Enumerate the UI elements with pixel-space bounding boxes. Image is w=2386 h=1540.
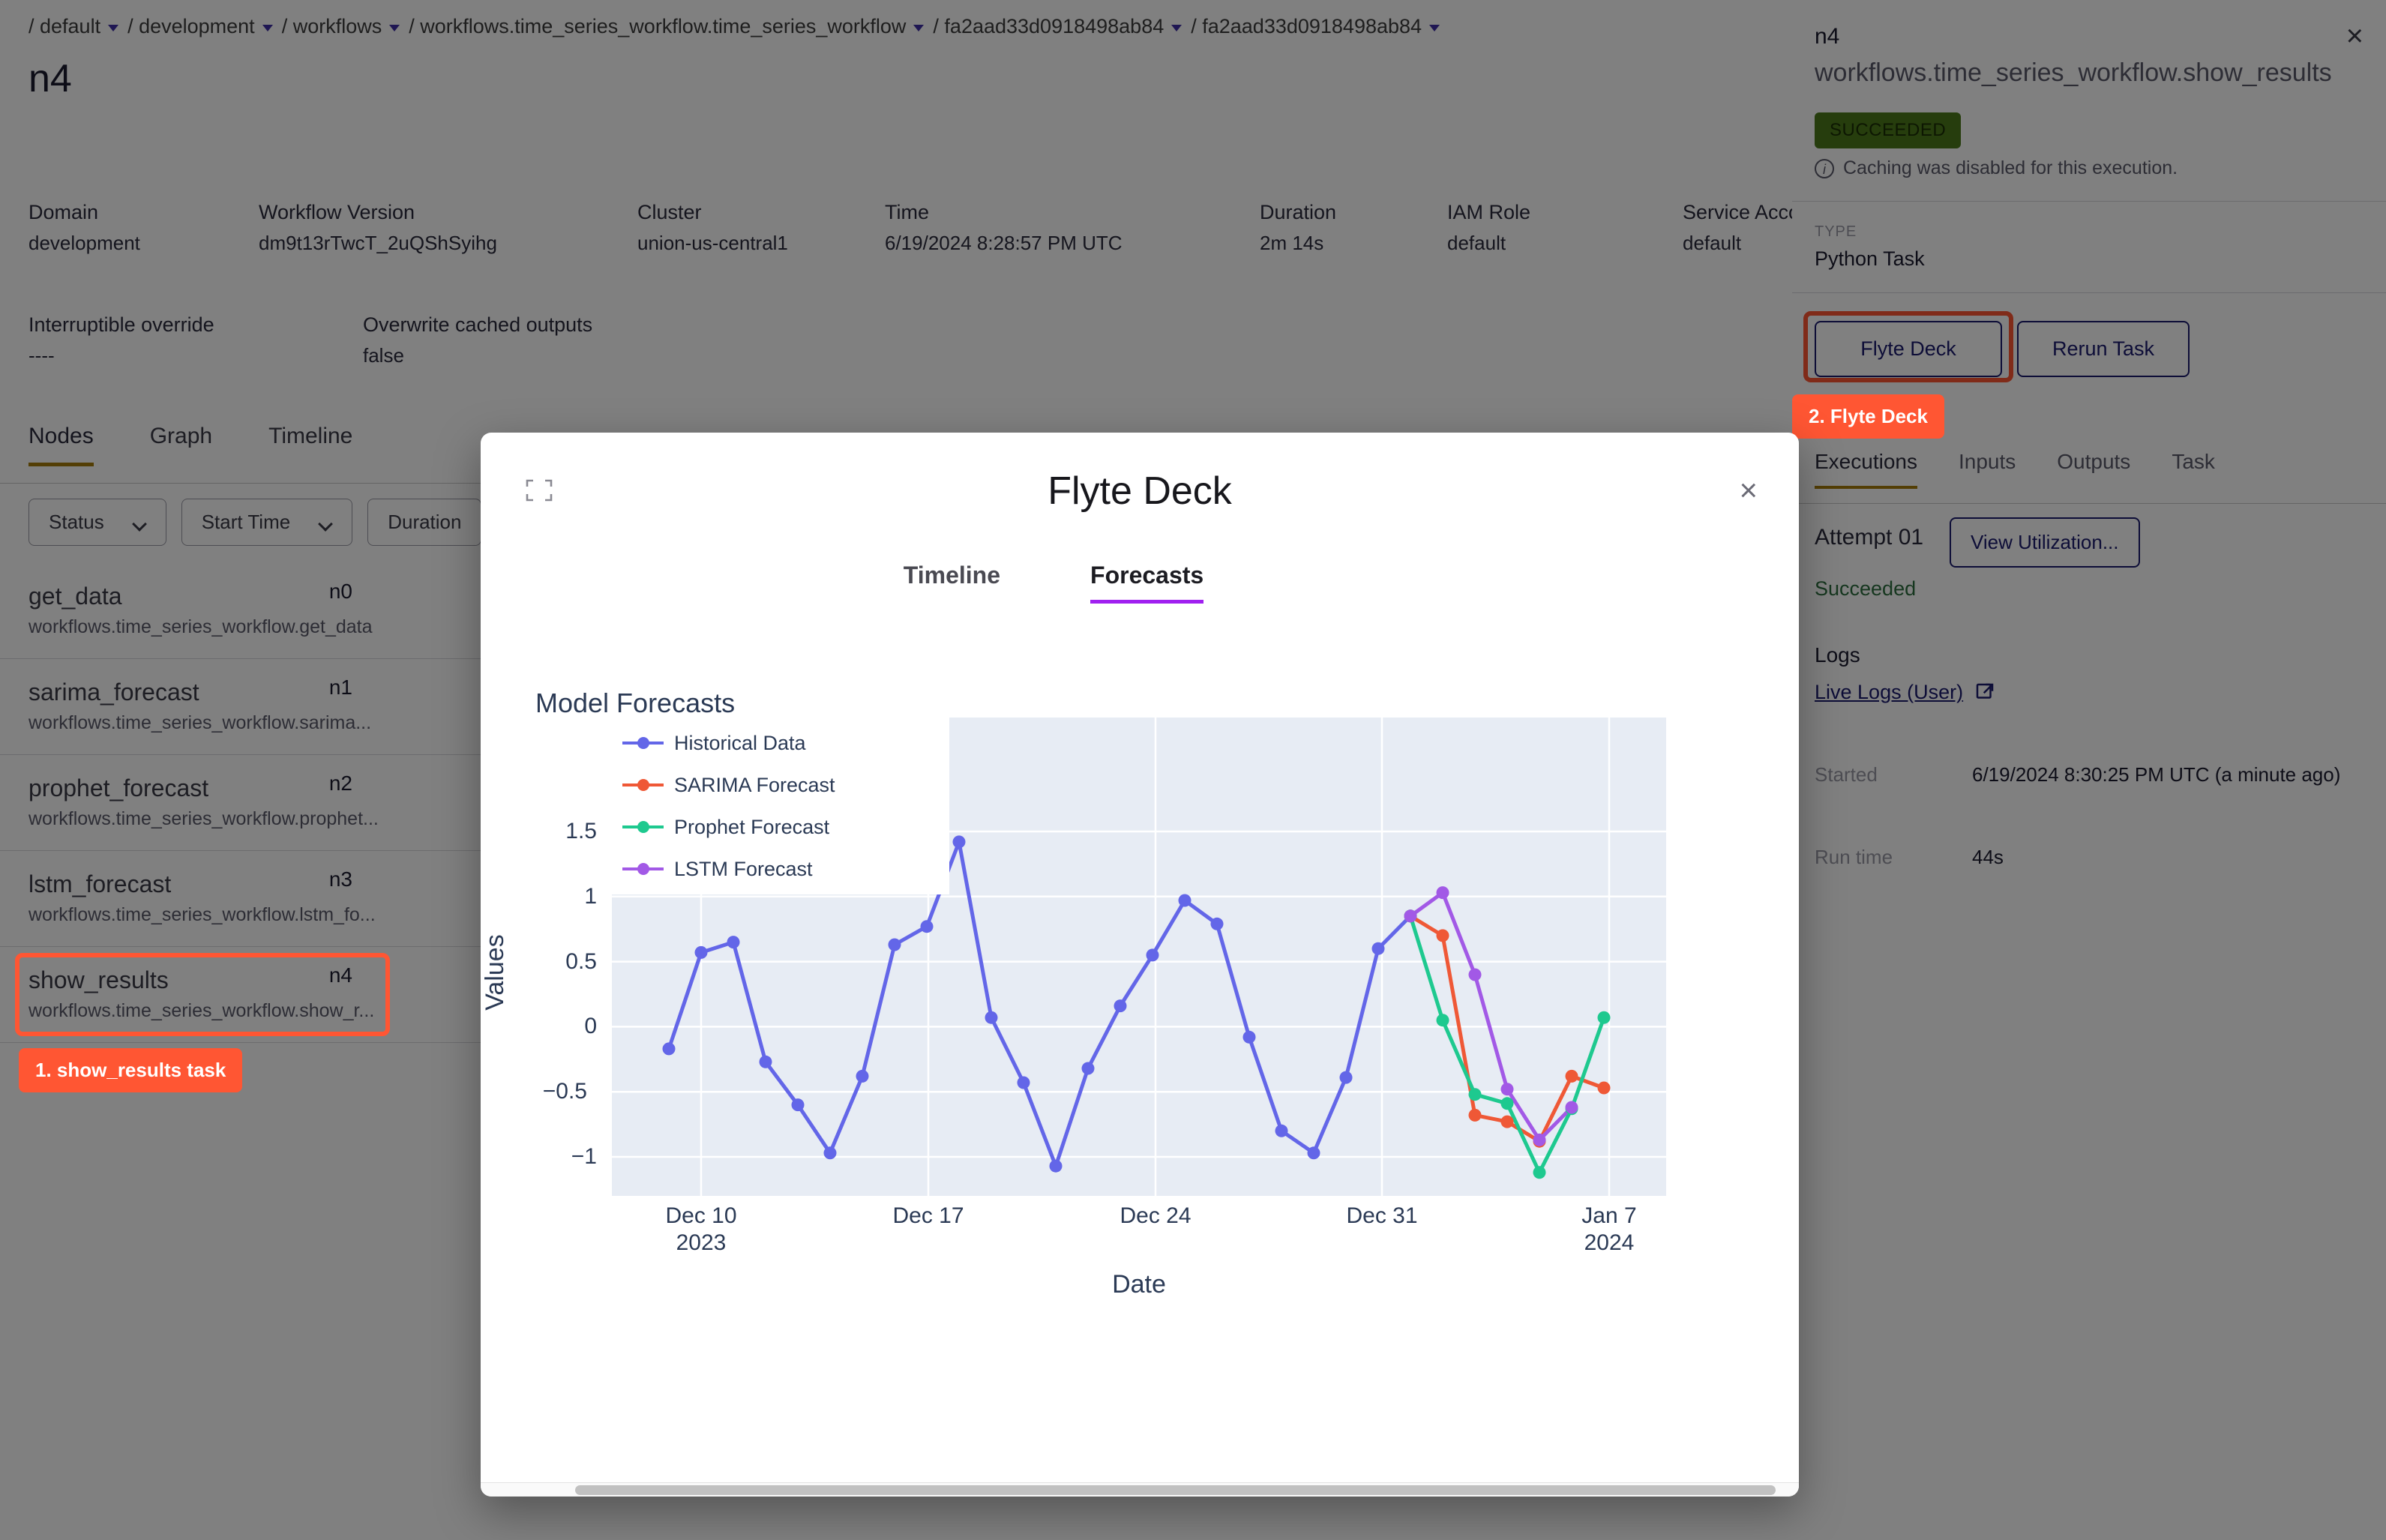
svg-text:Dec 31: Dec 31 xyxy=(1346,1203,1417,1228)
svg-text:2023: 2023 xyxy=(676,1230,727,1255)
svg-text:−0.5: −0.5 xyxy=(543,1079,587,1104)
svg-text:Jan 7: Jan 7 xyxy=(1581,1203,1636,1228)
svg-text:0: 0 xyxy=(584,1014,597,1038)
svg-text:2024: 2024 xyxy=(1584,1230,1635,1255)
svg-text:Dec 24: Dec 24 xyxy=(1120,1203,1191,1228)
svg-text:0.5: 0.5 xyxy=(565,949,597,974)
svg-text:Values: Values xyxy=(481,934,509,1010)
svg-text:Dec 10: Dec 10 xyxy=(665,1203,736,1228)
svg-text:1: 1 xyxy=(584,884,597,909)
svg-text:1.5: 1.5 xyxy=(565,819,597,843)
svg-text:Dec 17: Dec 17 xyxy=(892,1203,964,1228)
svg-text:−1: −1 xyxy=(571,1144,597,1169)
svg-text:Date: Date xyxy=(1112,1270,1166,1299)
